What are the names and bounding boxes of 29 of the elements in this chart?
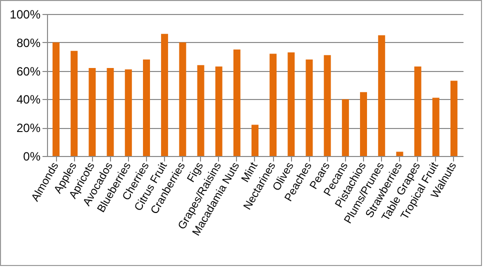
bar bbox=[52, 42, 60, 156]
bar bbox=[450, 80, 458, 156]
bar bbox=[306, 59, 313, 156]
y-tick-label: 40% bbox=[16, 92, 41, 107]
bar bbox=[324, 55, 331, 156]
bar bbox=[396, 152, 404, 156]
y-tick-label: 100% bbox=[10, 8, 41, 22]
bar bbox=[142, 59, 150, 156]
bar bbox=[233, 50, 240, 156]
bar bbox=[288, 52, 295, 156]
bar bbox=[88, 68, 96, 156]
y-tick-label: 0% bbox=[23, 150, 41, 164]
bar bbox=[179, 42, 186, 156]
bar bbox=[124, 69, 132, 156]
bar bbox=[252, 124, 258, 156]
bar bbox=[70, 50, 78, 156]
y-tick-label: 80% bbox=[16, 36, 41, 50]
bar bbox=[432, 98, 440, 156]
bar bbox=[414, 66, 422, 156]
bar bbox=[106, 68, 114, 156]
bar bbox=[360, 92, 368, 156]
bar bbox=[197, 65, 204, 156]
bar bbox=[161, 34, 168, 156]
y-tick-label: 20% bbox=[16, 121, 41, 136]
bar bbox=[215, 66, 222, 156]
y-tick-label: 60% bbox=[16, 64, 41, 78]
bar bbox=[342, 99, 349, 156]
bar bbox=[270, 54, 277, 156]
bar bbox=[378, 35, 386, 156]
